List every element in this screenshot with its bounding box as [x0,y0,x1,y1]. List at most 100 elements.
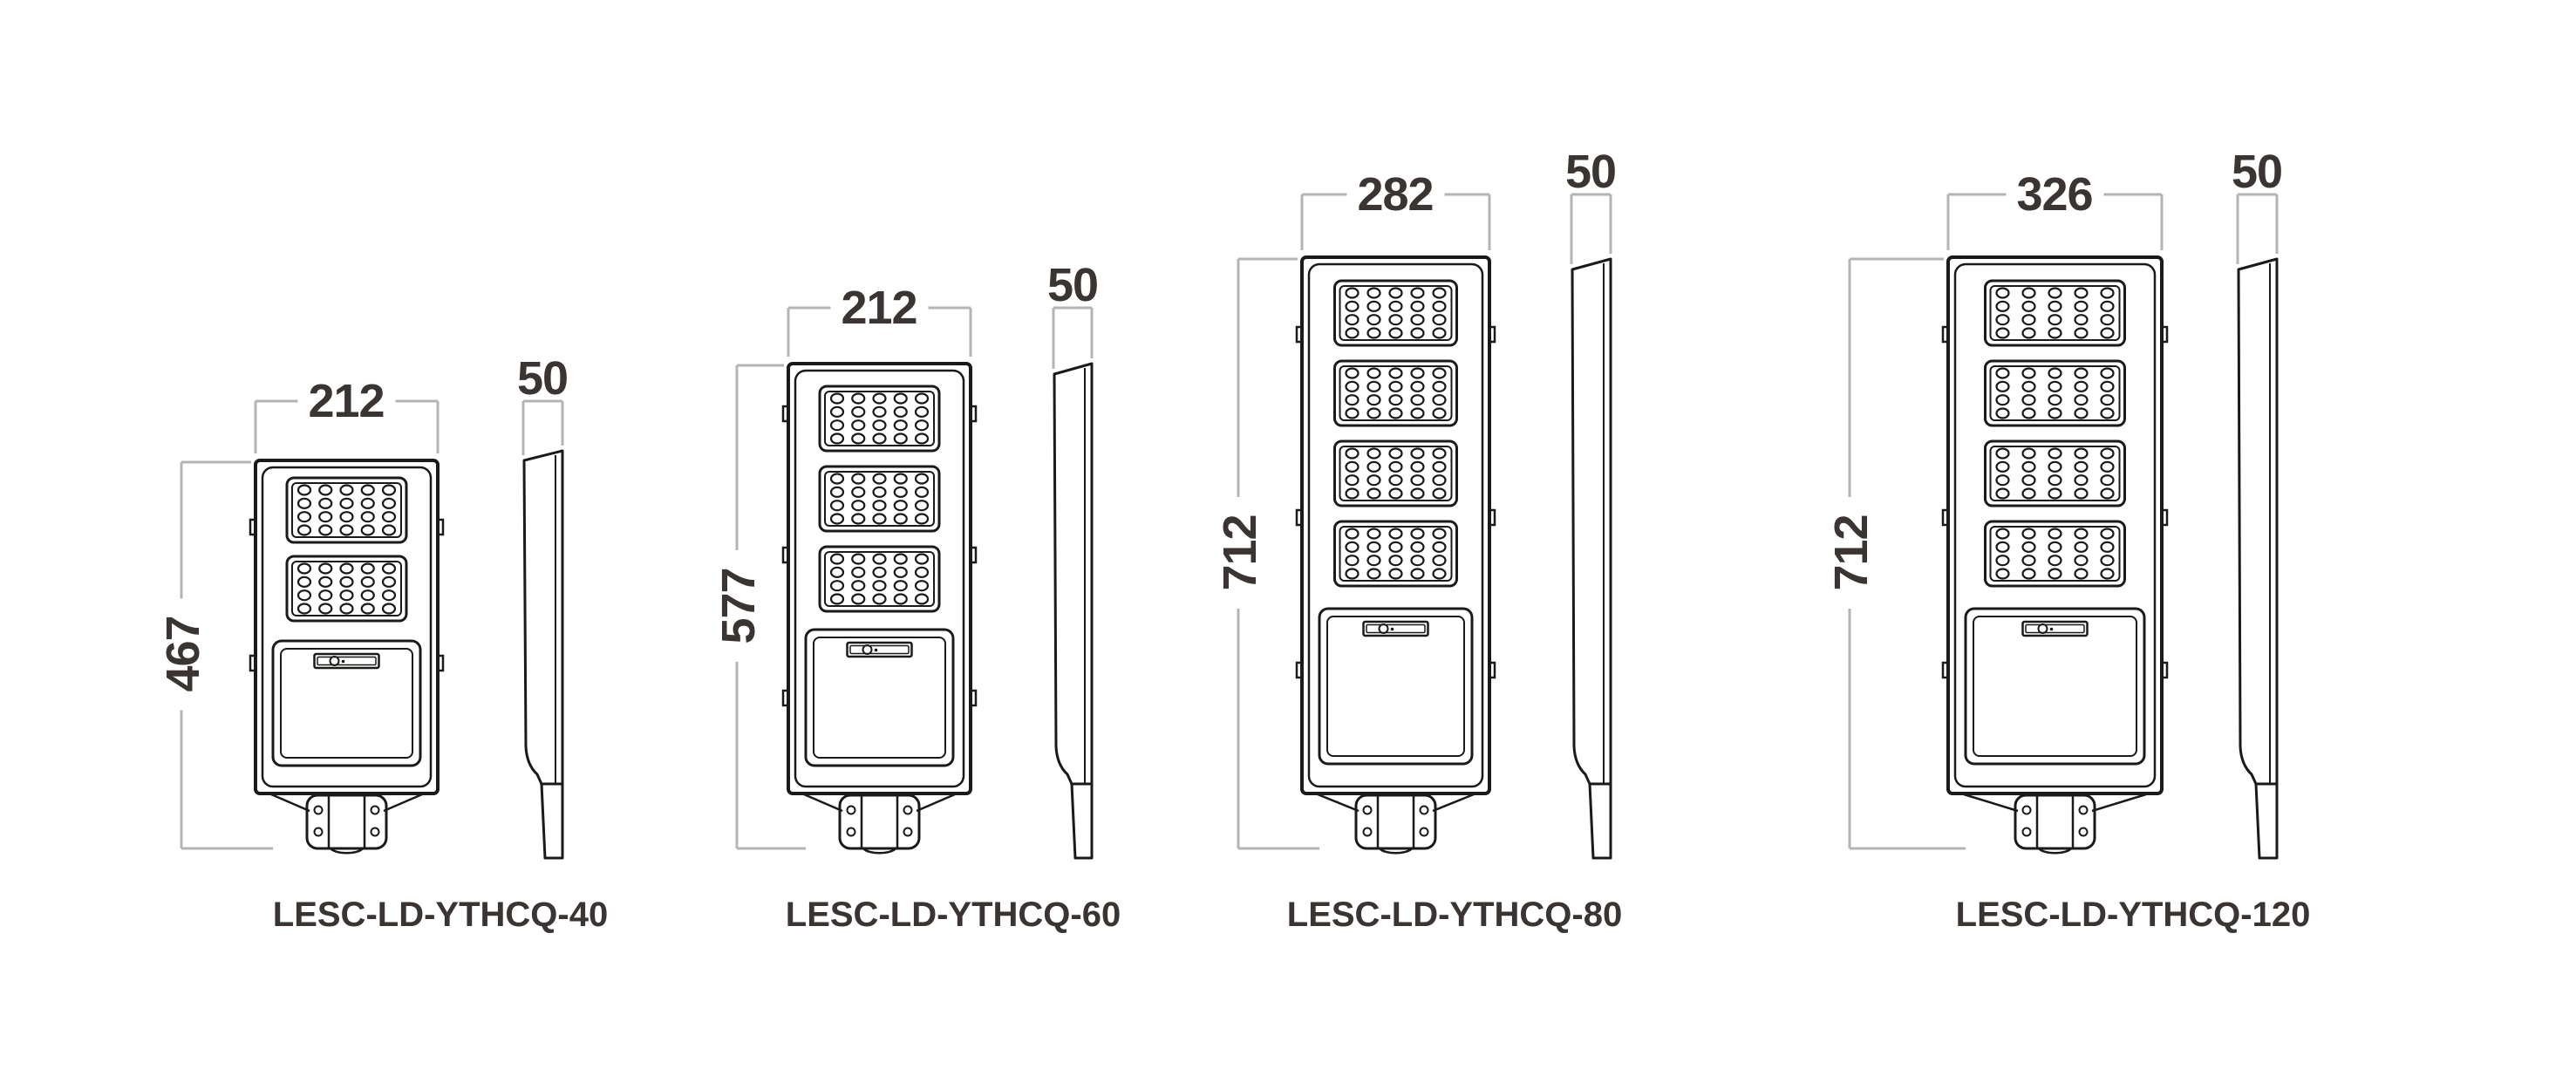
height-dimension: 712 [1825,514,1877,590]
led-dot [296,524,312,536]
led-dot [2074,314,2089,326]
led-dot [893,593,908,605]
bracket-hole [2021,827,2032,837]
fixture-group-40: 212 50 467 LESC-LD-YTHCQ-40 [157,352,608,934]
led-dot [829,405,845,418]
side-view [1571,257,1612,860]
led-dot [1366,407,1381,419]
led-dot [2074,367,2089,379]
side-view [2237,257,2279,860]
led-dot [381,524,397,536]
led-dot [1366,460,1381,473]
led-dot [829,566,845,578]
width-dimension: 282 [1357,168,1433,221]
led-dot [1410,314,1425,326]
led-dot [1388,407,1403,419]
bracket-shoulder [916,793,956,813]
led-dot [851,419,866,432]
led-dot [1995,367,2010,379]
bracket-hole [370,805,380,815]
led-dot [1345,327,1360,339]
led-dot [1388,327,1403,339]
bracket-shoulder [2091,793,2147,813]
led-dot [1995,447,2010,460]
led-dot [851,500,866,512]
led-dot [1410,287,1425,299]
led-dot [829,553,845,565]
side-clip [1488,661,1496,679]
led-dot [1410,474,1425,487]
led-dot [381,562,397,575]
led-dot [1432,314,1447,326]
led-dot [381,511,397,523]
led-dot [2074,407,2089,419]
bracket-hole [846,805,856,815]
led-panel [1333,439,1458,507]
led-dot [2048,474,2062,487]
fixture-drawing-40 [180,399,564,860]
led-dot [2100,541,2115,553]
mounting-bracket [1317,793,1475,855]
led-dot [2048,528,2062,540]
led-panel-inner [824,471,935,527]
led-dot [1345,487,1360,500]
side-width-dimension: 50 [517,352,568,405]
led-dot [1410,447,1425,460]
mounting-bracket [270,793,423,855]
led-dot [893,513,908,525]
led-dot [829,419,845,432]
led-dot [2100,367,2115,379]
led-dot [1410,327,1425,339]
led-panel-frame [818,385,941,453]
sensor-slot-frame [1362,620,1429,637]
fixture-group-80: 282 50 712 LESC-LD-YTHCQ-80 [1214,146,1622,934]
led-dot [1366,314,1381,326]
housing-inner-line [1307,262,1484,788]
led-panel-inner [1989,446,2121,501]
led-dot [318,484,333,496]
led-dot [318,576,333,588]
led-dot [1345,541,1360,553]
led-dot [1410,568,1425,580]
width-dimension: 212 [308,375,384,427]
led-dot [318,524,333,536]
led-panel-frame [818,545,941,613]
led-dot [1366,447,1381,460]
led-dot [914,392,930,405]
side-clip [2160,661,2169,679]
led-dot [851,392,866,405]
led-panel-frame [1984,359,2126,427]
led-dot [2048,287,2062,299]
led-dot [829,486,845,498]
bracket-hole [846,827,856,837]
led-dot [1432,287,1447,299]
led-dot [893,580,908,592]
led-dot [1345,300,1360,312]
led-dot [296,511,312,523]
led-dot [2021,367,2036,379]
led-dot [2074,300,2089,312]
led-dot [1388,314,1403,326]
led-dot [1995,555,2010,567]
led-dot [2048,300,2062,312]
led-dot [2074,287,2089,299]
led-dot [1410,528,1425,540]
led-dot [2100,568,2115,580]
led-dot [1345,394,1360,406]
led-dot [360,562,375,575]
led-dot [360,576,375,588]
led-panel [818,545,941,613]
led-dot [360,589,375,602]
side-clip [1941,661,1950,679]
led-dot [2048,460,2062,473]
housing-inner-line [794,369,965,788]
led-dot [2100,407,2115,419]
led-dot [296,589,312,602]
led-dot [360,511,375,523]
led-dot [339,524,354,536]
front-view [781,362,978,855]
led-panel [818,385,941,453]
led-dot [296,576,312,588]
led-dot [1366,541,1381,553]
led-dot [339,511,354,523]
